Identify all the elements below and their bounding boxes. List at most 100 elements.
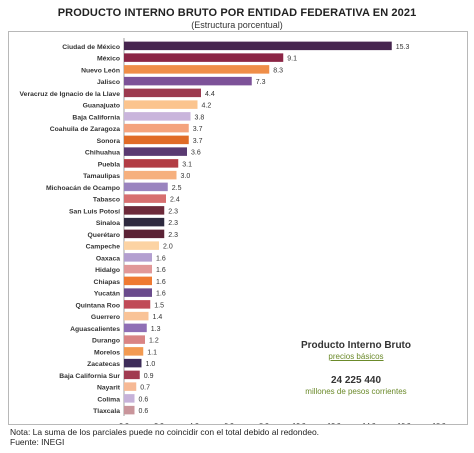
category-label: Sonora — [97, 138, 121, 145]
value-label: 1.0 — [146, 361, 156, 368]
footer-note: Nota: La suma de los parciales puede no … — [10, 427, 320, 437]
value-label: 2.3 — [168, 220, 178, 227]
category-label: Guanajuato — [83, 103, 120, 110]
value-label: 3.6 — [191, 150, 201, 157]
value-label: 9.1 — [287, 56, 297, 63]
category-label: San Luis Potosí — [69, 208, 121, 215]
category-label: Durango — [92, 338, 120, 345]
bar — [124, 288, 152, 297]
chart-subtitle: (Estructura porcentual) — [191, 20, 283, 30]
bar — [124, 382, 137, 391]
category-label: Hidalgo — [95, 267, 120, 274]
x-tick-label: 4.0 — [189, 423, 199, 424]
category-label: Querétaro — [88, 232, 120, 239]
bar — [124, 253, 152, 262]
value-label: 3.8 — [195, 114, 205, 121]
bar — [124, 347, 144, 356]
category-label: México — [97, 56, 120, 63]
category-label: Michoacán de Ocampo — [46, 185, 120, 192]
category-label: Ciudad de México — [62, 44, 120, 51]
bar — [124, 311, 149, 321]
x-tick-label: 2.0 — [154, 423, 164, 424]
bar — [124, 276, 152, 286]
bar — [124, 182, 168, 192]
info-subtitle: precios básicos — [328, 352, 384, 361]
value-label: 2.3 — [168, 208, 178, 215]
info-unit: millones de pesos corrientes — [305, 387, 407, 396]
bar — [124, 100, 198, 109]
chart-title: PRODUCTO INTERNO BRUTO POR ENTIDAD FEDER… — [57, 7, 417, 19]
value-label: 1.6 — [156, 291, 166, 298]
bar — [124, 170, 177, 180]
value-label: 7.3 — [256, 79, 266, 86]
bar — [124, 370, 140, 380]
bar — [124, 194, 166, 203]
bar — [124, 41, 392, 51]
category-label: Nayarit — [97, 385, 121, 392]
value-label: 2.5 — [172, 185, 182, 192]
bar — [124, 229, 165, 239]
value-label: 0.6 — [139, 408, 149, 415]
bar — [124, 112, 191, 121]
bar — [124, 405, 135, 415]
bar — [124, 217, 165, 227]
x-tick-label: 10.0 — [292, 423, 306, 424]
value-label: 1.6 — [156, 279, 166, 286]
x-tick-label: 16.0 — [397, 423, 411, 424]
x-tick-label: 18.0 — [432, 423, 446, 424]
category-label: Colima — [97, 396, 120, 403]
category-label: Tabasco — [93, 197, 120, 204]
x-tick-label: 8.0 — [259, 423, 269, 424]
value-label: 0.7 — [140, 385, 150, 392]
bar — [124, 76, 252, 86]
category-label: Sinaloa — [96, 220, 120, 227]
value-label: 4.2 — [202, 103, 212, 110]
x-tick-label: 6.0 — [224, 423, 234, 424]
info-title: Producto Interno Bruto — [301, 340, 411, 351]
category-label: Baja California Sur — [59, 373, 120, 380]
value-label: 3.1 — [182, 161, 192, 168]
chart-frame: Ciudad de México 15.3 México 9.1 Nuevo León 8… — [8, 31, 468, 425]
value-label: 2.0 — [163, 244, 173, 251]
x-tick-label: 14.0 — [362, 423, 376, 424]
bar — [124, 147, 187, 156]
category-label: Zacatecas — [87, 361, 120, 368]
bar — [124, 358, 142, 368]
bar — [124, 264, 152, 274]
bar — [124, 241, 159, 250]
value-label: 1.2 — [149, 338, 159, 345]
bar — [124, 335, 145, 344]
value-label: 3.7 — [193, 126, 203, 133]
info-value: 24 225 440 — [330, 375, 382, 386]
bar — [124, 88, 201, 98]
value-label: 4.4 — [205, 91, 215, 98]
category-label: Veracruz de Ignacio de la Llave — [20, 91, 121, 98]
value-label: 1.6 — [156, 267, 166, 274]
value-label: 8.3 — [273, 67, 283, 74]
x-tick-label: 0.0 — [119, 423, 129, 424]
value-label: 1.6 — [156, 255, 166, 262]
bar — [124, 159, 179, 168]
category-label: Coahuila de Zaragoza — [50, 126, 120, 133]
category-label: Morelos — [94, 349, 120, 356]
value-label: 1.1 — [147, 349, 157, 356]
category-label: Jalisco — [97, 79, 120, 86]
value-label: 1.4 — [153, 314, 163, 321]
category-label: Yucatán — [94, 291, 120, 298]
value-label: 3.0 — [181, 173, 191, 180]
bar — [124, 65, 270, 74]
value-label: 1.3 — [151, 326, 161, 333]
footer-source: Fuente: INEGI — [10, 437, 65, 447]
category-label: Chihuahua — [85, 150, 120, 157]
category-label: Puebla — [98, 161, 121, 168]
bar — [124, 394, 135, 403]
value-label: 2.3 — [168, 232, 178, 239]
x-tick-label: 12.0 — [327, 423, 341, 424]
category-label: Tlaxcala — [93, 408, 120, 415]
bar-chart: Ciudad de México 15.3 México 9.1 Nuevo León 8… — [20, 38, 446, 424]
value-label: 1.5 — [154, 302, 164, 309]
bar — [124, 323, 147, 333]
bar — [124, 135, 189, 145]
category-label: Guerrero — [91, 314, 120, 321]
category-label: Chiapas — [94, 279, 121, 286]
